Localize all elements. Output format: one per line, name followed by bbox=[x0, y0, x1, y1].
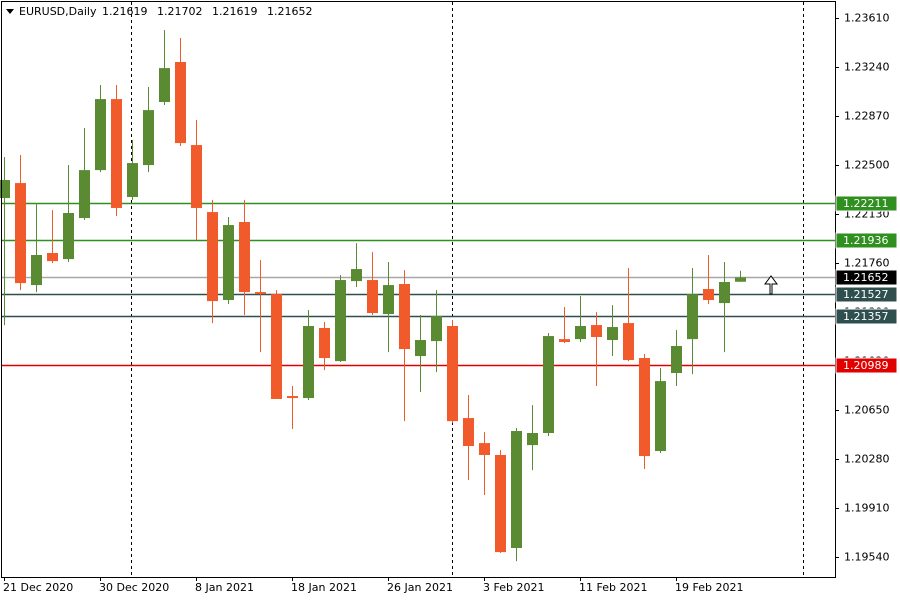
x-tick-label: 21 Dec 2020 bbox=[3, 581, 73, 594]
x-tick-label: 30 Dec 2020 bbox=[99, 581, 169, 594]
header-triangle bbox=[6, 9, 14, 14]
candle-body bbox=[191, 145, 202, 208]
levels bbox=[2, 202, 835, 367]
candle-body bbox=[511, 431, 522, 548]
y-tick-label: 1.22870 bbox=[844, 110, 890, 123]
x-tick-label: 26 Jan 2021 bbox=[387, 581, 453, 594]
candle-body bbox=[655, 381, 666, 452]
candle-body bbox=[319, 327, 330, 359]
candle-body bbox=[703, 289, 714, 301]
level-tag bbox=[835, 269, 898, 286]
candle-body bbox=[255, 292, 266, 295]
level-tag-label: 1.21652 bbox=[843, 271, 889, 284]
level-tag-label: 1.21527 bbox=[843, 288, 889, 301]
y-tick-label: 1.20650 bbox=[844, 404, 890, 417]
y-tick-label: 1.19910 bbox=[844, 502, 890, 515]
level-tag-label: 1.20989 bbox=[843, 359, 889, 372]
y-tick-label: 1.23610 bbox=[844, 12, 890, 25]
header-open: 1.21619 bbox=[102, 5, 148, 18]
candle-body bbox=[287, 396, 298, 399]
y-tick-label: 1.22500 bbox=[844, 159, 890, 172]
candle-body bbox=[735, 277, 746, 282]
tags: 1.22211 1.21936 1.21652 1.21527 1.21357 1.209… bbox=[835, 195, 898, 374]
x-tick-label: 11 Feb 2021 bbox=[579, 581, 647, 594]
candle-body bbox=[719, 282, 730, 304]
candle-body bbox=[559, 339, 570, 343]
candle-body bbox=[607, 327, 618, 341]
candle-body bbox=[47, 253, 58, 262]
y-tick-label: 1.23240 bbox=[844, 61, 890, 74]
candle-body bbox=[479, 443, 490, 456]
level-tag-label: 1.21936 bbox=[843, 234, 889, 247]
header-low: 1.21619 bbox=[212, 5, 258, 18]
candle-body bbox=[367, 280, 378, 314]
candles bbox=[0, 30, 746, 562]
candle-body bbox=[0, 180, 10, 199]
level-tag bbox=[835, 195, 898, 212]
candle-body bbox=[639, 358, 650, 457]
x-tick-label: 18 Jan 2021 bbox=[291, 581, 357, 594]
x-tick-label: 19 Feb 2021 bbox=[675, 581, 743, 594]
candle-body bbox=[447, 325, 458, 422]
level-tag bbox=[835, 286, 898, 303]
candle-body bbox=[399, 284, 410, 350]
candle-body bbox=[591, 325, 602, 337]
candle-body bbox=[223, 225, 234, 301]
candle-body bbox=[127, 163, 138, 197]
buy-arrow bbox=[764, 275, 778, 295]
x-tick-label: 8 Jan 2021 bbox=[195, 581, 254, 594]
candle-body bbox=[623, 323, 634, 361]
candle-body bbox=[175, 62, 186, 144]
candle-body bbox=[143, 110, 154, 166]
level-tag-label: 1.21357 bbox=[843, 310, 889, 323]
y-tick-label: 1.19540 bbox=[844, 551, 890, 564]
x-tick-label: 3 Feb 2021 bbox=[483, 581, 544, 594]
level-tag-label: 1.22211 bbox=[843, 197, 889, 210]
candle-body bbox=[351, 269, 362, 282]
candle-body bbox=[671, 345, 682, 374]
candle-body bbox=[383, 285, 394, 315]
candle-body bbox=[271, 294, 282, 399]
candle-body bbox=[527, 433, 538, 446]
candle-body bbox=[15, 183, 26, 284]
candle-body bbox=[463, 418, 474, 446]
candle-body bbox=[63, 213, 74, 260]
level-tag bbox=[835, 308, 898, 325]
candle-body bbox=[79, 170, 90, 219]
candle-body bbox=[207, 212, 218, 302]
candle-body bbox=[543, 336, 554, 434]
candle-body bbox=[31, 254, 42, 286]
candle-body bbox=[159, 68, 170, 103]
header-close: 1.21652 bbox=[267, 5, 313, 18]
candle-body bbox=[687, 294, 698, 340]
candle-body bbox=[575, 325, 586, 340]
y-tick-label: 1.20280 bbox=[844, 453, 890, 466]
candle-body bbox=[111, 99, 122, 208]
header-high: 1.21702 bbox=[157, 5, 203, 18]
symbol-title: EURUSD,Daily bbox=[19, 5, 97, 18]
candle-body bbox=[415, 340, 426, 357]
candle-body bbox=[95, 99, 106, 171]
candle-body bbox=[239, 222, 250, 293]
level-tag bbox=[835, 232, 898, 249]
candle-body bbox=[431, 316, 442, 342]
candle-body bbox=[335, 280, 346, 362]
y-tick-label: 1.21760 bbox=[844, 257, 890, 270]
candle-body bbox=[495, 455, 506, 553]
level-tag bbox=[835, 357, 898, 374]
candle-body bbox=[303, 325, 314, 399]
